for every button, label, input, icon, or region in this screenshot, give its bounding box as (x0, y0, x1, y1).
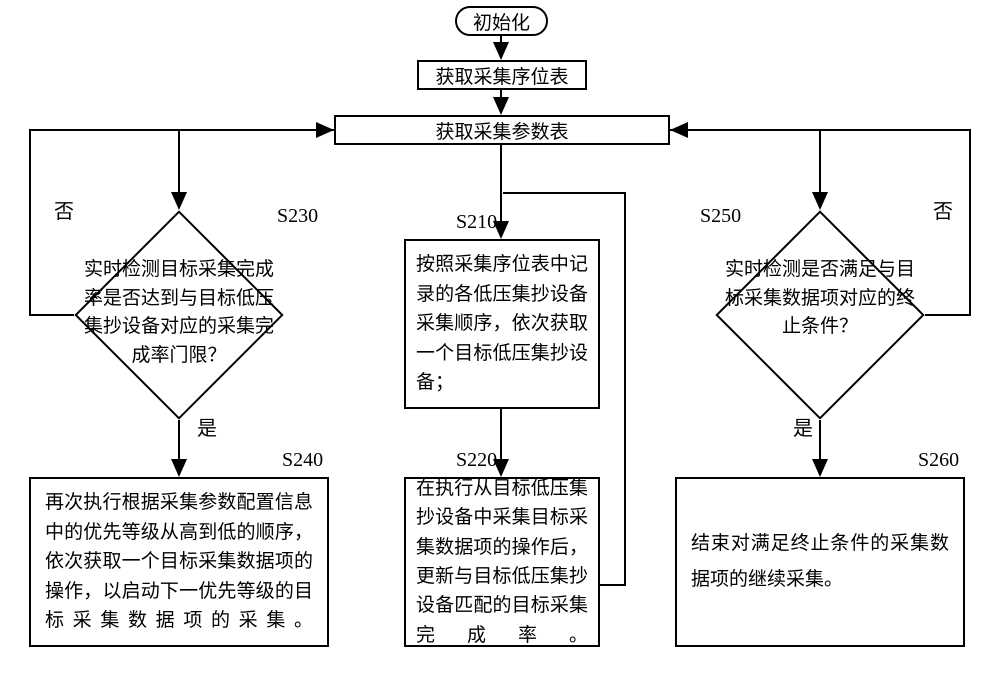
s230-yes-label: 是 (197, 412, 217, 441)
param-table-text: 获取采集参数表 (435, 117, 568, 144)
s210-box: 按照采集序位表中记录的各低压集抄设备采集顺序，依次获取一个目标低压集抄设备； (404, 239, 600, 409)
s240-box: 再次执行根据采集参数配置信息中的优先等级从高到低的顺序，依次获取一个目标采集数据… (29, 477, 329, 647)
s250-yes-label: 是 (793, 412, 813, 441)
param-table-box: 获取采集参数表 (334, 115, 670, 145)
init-box: 初始化 (455, 6, 548, 36)
s230-no-label: 否 (54, 195, 74, 224)
s220-id: S220 (456, 449, 497, 472)
s250-text-wrap: 实时检测是否满足与目标采集数据项对应的终止条件？ (717, 256, 923, 342)
s260-text: 结束对满足终止条件的采集数据项的继续采集。 (691, 526, 949, 598)
s240-id: S240 (282, 449, 323, 472)
s210-id: S210 (456, 211, 497, 234)
s250-id: S250 (700, 205, 741, 228)
s230-text: 实时检测目标采集完成率是否达到与目标低压集抄设备对应的采集完成率门限？ (84, 259, 274, 366)
s210-text: 按照采集序位表中记录的各低压集抄设备采集顺序，依次获取一个目标低压集抄设备； (416, 250, 588, 397)
s260-box: 结束对满足终止条件的采集数据项的继续采集。 (675, 477, 965, 647)
s220-text: 在执行从目标低压集抄设备中采集目标采集数据项的操作后，更新与目标低压集抄设备匹配… (416, 474, 588, 651)
s250-text: 实时检测是否满足与目标采集数据项对应的终止条件？ (725, 259, 915, 337)
s220-box: 在执行从目标低压集抄设备中采集目标采集数据项的操作后，更新与目标低压集抄设备匹配… (404, 477, 600, 647)
seq-table-text: 获取采集序位表 (435, 62, 568, 89)
init-text: 初始化 (473, 8, 530, 35)
s230-text-wrap: 实时检测目标采集完成率是否达到与目标低压集抄设备对应的采集完成率门限？ (76, 256, 282, 370)
s250-no-label: 否 (933, 195, 953, 224)
s260-id: S260 (918, 449, 959, 472)
s230-id: S230 (277, 205, 318, 228)
s240-text: 再次执行根据采集参数配置信息中的优先等级从高到低的顺序，依次获取一个目标采集数据… (45, 488, 313, 635)
seq-table-box: 获取采集序位表 (417, 60, 587, 90)
